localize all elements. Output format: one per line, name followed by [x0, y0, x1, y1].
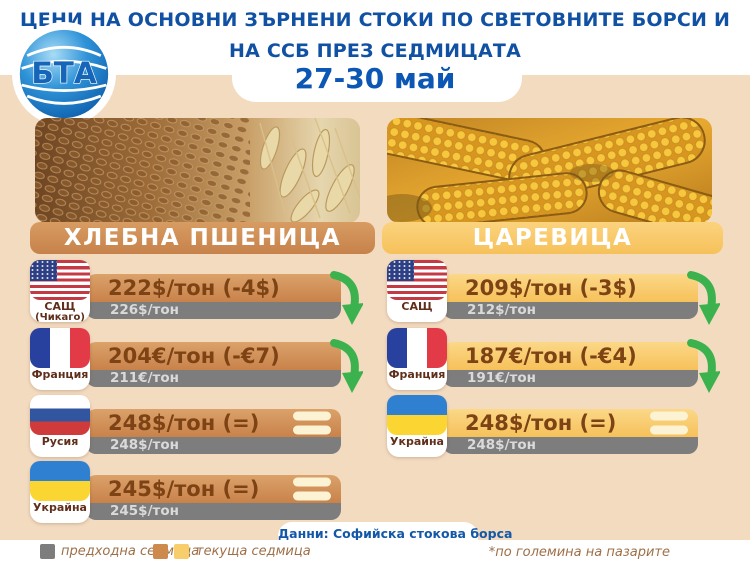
date-pill [232, 75, 522, 102]
wheat-photo [35, 118, 360, 223]
equals-icon [293, 411, 331, 435]
previous-price: 191€/тон [467, 370, 536, 386]
country-label: Украйна [30, 502, 90, 513]
previous-price: 212$/тон [467, 302, 536, 318]
equals-icon [650, 411, 688, 435]
country-name: Русия [41, 435, 79, 448]
country-card: Украйна [30, 461, 90, 523]
country-card: САЩ (Чикаго) [30, 260, 90, 323]
down-arrow-icon [330, 271, 363, 325]
country-name: САЩ [401, 300, 433, 313]
ukraine-flag-icon [387, 395, 447, 435]
previous-price: 245$/тон [110, 503, 179, 519]
previous-week-bar: 211€/тон [86, 370, 341, 387]
country-card: Франция [387, 328, 447, 390]
legend-swatch-current-wheat [153, 544, 168, 559]
equals-icon [293, 477, 331, 501]
current-week-bar: 222$/тон (-4$) [86, 274, 341, 302]
current-week-bar: 204€/тон (-€7) [86, 342, 341, 370]
france-flag-icon [387, 328, 447, 368]
wheat-row-russia: 248$/тон (=) 248$/тон Русия [30, 395, 363, 461]
wheat-row-ukraine: 245$/тон (=) 245$/тон Украйна [30, 461, 363, 527]
down-arrow-icon [687, 271, 720, 325]
usa-flag-icon [30, 260, 90, 300]
down-arrow-icon [330, 339, 363, 393]
corn-row-ukraine: 248$/тон (=) 248$/тон Украйна [387, 395, 720, 461]
current-week-bar: 209$/тон (-3$) [443, 274, 698, 302]
previous-week-bar: 212$/тон [443, 302, 698, 319]
country-name: САЩ [44, 300, 76, 313]
header [0, 0, 750, 75]
country-card: Украйна [387, 395, 447, 457]
wheat-banner: ХЛЕБНА ПШЕНИЦА [30, 222, 375, 254]
data-source-badge: Данни: Софийска стокова борса [278, 522, 512, 542]
country-label: Русия [30, 436, 90, 447]
previous-price: 248$/тон [110, 437, 179, 453]
current-week-bar: 245$/тон (=) [86, 475, 341, 503]
previous-week-bar: 245$/тон [86, 503, 341, 520]
globe-icon: БТА [19, 29, 109, 119]
bta-logo: БТА [12, 22, 116, 126]
corn-photo [387, 118, 712, 223]
markets-footnote: *по големина на пазарите [488, 545, 670, 560]
country-name: Франция [388, 368, 446, 381]
legend-swatch-previous [40, 544, 55, 559]
country-card: Русия [30, 395, 90, 457]
previous-week-bar: 248$/тон [443, 437, 698, 454]
country-card: САЩ [387, 260, 447, 322]
corn-row-usa: 209$/тон (-3$) 212$/тон САЩ [387, 260, 720, 326]
country-label: Франция [387, 369, 447, 380]
current-week-bar: 248$/тон (=) [443, 409, 698, 437]
corn-row-france: 187€/тон (-€4) 191€/тон Франция [387, 328, 720, 394]
wheat-row-usa: 222$/тон (-4$) 226$/тон САЩ (Чикаго) [30, 260, 363, 326]
country-label: САЩ (Чикаго) [30, 301, 90, 323]
previous-price: 226$/тон [110, 302, 179, 318]
country-label: Франция [30, 369, 90, 380]
ukraine-flag-icon [30, 461, 90, 501]
current-price: 209$/тон (-3$) [465, 276, 637, 300]
current-week-bar: 248$/тон (=) [86, 409, 341, 437]
france-flag-icon [30, 328, 90, 368]
country-name: Франция [31, 368, 89, 381]
down-arrow-icon [687, 339, 720, 393]
current-price: 248$/тон (=) [465, 411, 617, 435]
current-week-bar: 187€/тон (-€4) [443, 342, 698, 370]
country-label: САЩ [387, 301, 447, 312]
country-name: Украйна [390, 435, 444, 448]
country-name: Украйна [33, 501, 87, 514]
previous-week-bar: 248$/тон [86, 437, 341, 454]
country-subname: (Чикаго) [35, 312, 85, 323]
usa-flag-icon [387, 260, 447, 300]
current-price: 248$/тон (=) [108, 411, 260, 435]
country-label: Украйна [387, 436, 447, 447]
page-title-line2: НА ССБ ПРЕЗ СЕДМИЦАТА [229, 40, 521, 62]
wheat-row-france: 204€/тон (-€7) 211€/тон Франция [30, 328, 363, 394]
date-range: 27-30 май [294, 62, 456, 95]
previous-week-bar: 191€/тон [443, 370, 698, 387]
current-price: 204€/тон (-€7) [108, 344, 280, 368]
current-price: 222$/тон (-4$) [108, 276, 280, 300]
previous-week-bar: 226$/тон [86, 302, 341, 319]
previous-price: 211€/тон [110, 370, 179, 386]
current-price: 245$/тон (=) [108, 477, 260, 501]
russia-flag-icon [30, 395, 90, 435]
corn-banner: ЦАРЕВИЦА [382, 222, 723, 254]
current-price: 187€/тон (-€4) [465, 344, 637, 368]
legend-swatch-current-corn [174, 544, 189, 559]
svg-text:БТА: БТА [31, 56, 97, 90]
country-card: Франция [30, 328, 90, 390]
legend-current-label: текуща седмица [196, 544, 311, 559]
page-title-line1: ЦЕНИ НА ОСНОВНИ ЗЪРНЕНИ СТОКИ ПО СВЕТОВН… [19, 9, 731, 31]
previous-price: 248$/тон [467, 437, 536, 453]
